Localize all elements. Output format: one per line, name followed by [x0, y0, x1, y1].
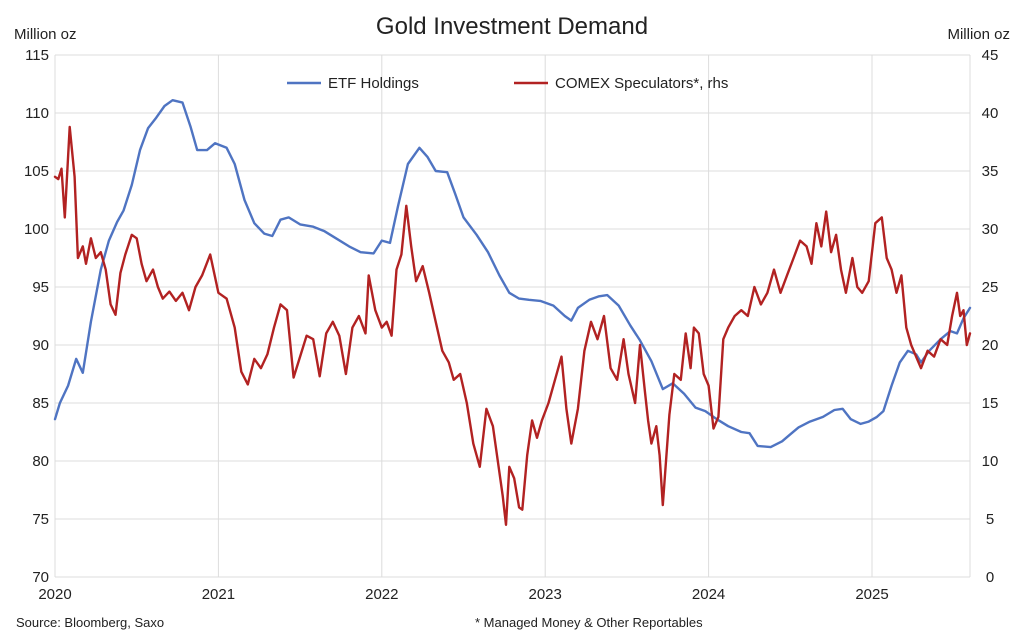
footnote: * Managed Money & Other Reportables [475, 615, 703, 630]
source-note: Source: Bloomberg, Saxo [16, 615, 164, 630]
legend: ETF Holdings COMEX Speculators*, rhs [287, 75, 728, 92]
legend-comex-speculators: COMEX Speculators*, rhs [514, 75, 728, 92]
x-tick-label: 2020 [38, 586, 71, 603]
legend-label: ETF Holdings [328, 75, 419, 92]
x-tick-label: 2021 [202, 586, 235, 603]
y-right-tick-label: 40 [982, 105, 999, 122]
chart-title: Gold Investment Demand [376, 13, 648, 40]
etf-holdings-line [53, 99, 972, 449]
y-right-tick-label: 45 [982, 47, 999, 64]
legend-etf-holdings: ETF Holdings [287, 75, 419, 92]
y-left-tick-label: 115 [25, 47, 49, 64]
right-axis-unit: Million oz [947, 26, 1010, 43]
y-left-tick-label: 90 [32, 337, 49, 354]
y-left-tick-label: 110 [25, 105, 49, 122]
left-axis-unit: Million oz [14, 26, 77, 43]
y-right-tick-label: 25 [982, 279, 999, 296]
y-right-tick-label: 15 [982, 395, 999, 412]
y-left-tick-label: 100 [24, 221, 49, 238]
y-left-tick-label: 75 [32, 511, 49, 528]
y-right-tick-label: 0 [986, 569, 994, 586]
y-left-tick-label: 105 [24, 163, 49, 180]
legend-label: COMEX Speculators*, rhs [555, 75, 728, 92]
axis-labels: 7075808590951001051101150510152025303540… [24, 47, 998, 603]
y-left-tick-label: 80 [32, 453, 49, 470]
grid [54, 54, 971, 578]
x-tick-label: 2024 [692, 586, 725, 603]
y-right-tick-label: 30 [982, 221, 999, 238]
x-tick-label: 2023 [529, 586, 562, 603]
y-right-tick-label: 10 [982, 453, 999, 470]
series-lines [53, 99, 972, 526]
x-tick-label: 2025 [855, 586, 888, 603]
y-left-tick-label: 85 [32, 395, 49, 412]
y-right-tick-label: 35 [982, 163, 999, 180]
x-tick-label: 2022 [365, 586, 398, 603]
y-left-tick-label: 70 [32, 569, 49, 586]
y-left-tick-label: 95 [32, 279, 49, 296]
comex-speculators-line [53, 125, 972, 526]
y-right-tick-label: 20 [982, 337, 999, 354]
y-right-tick-label: 5 [986, 511, 994, 528]
